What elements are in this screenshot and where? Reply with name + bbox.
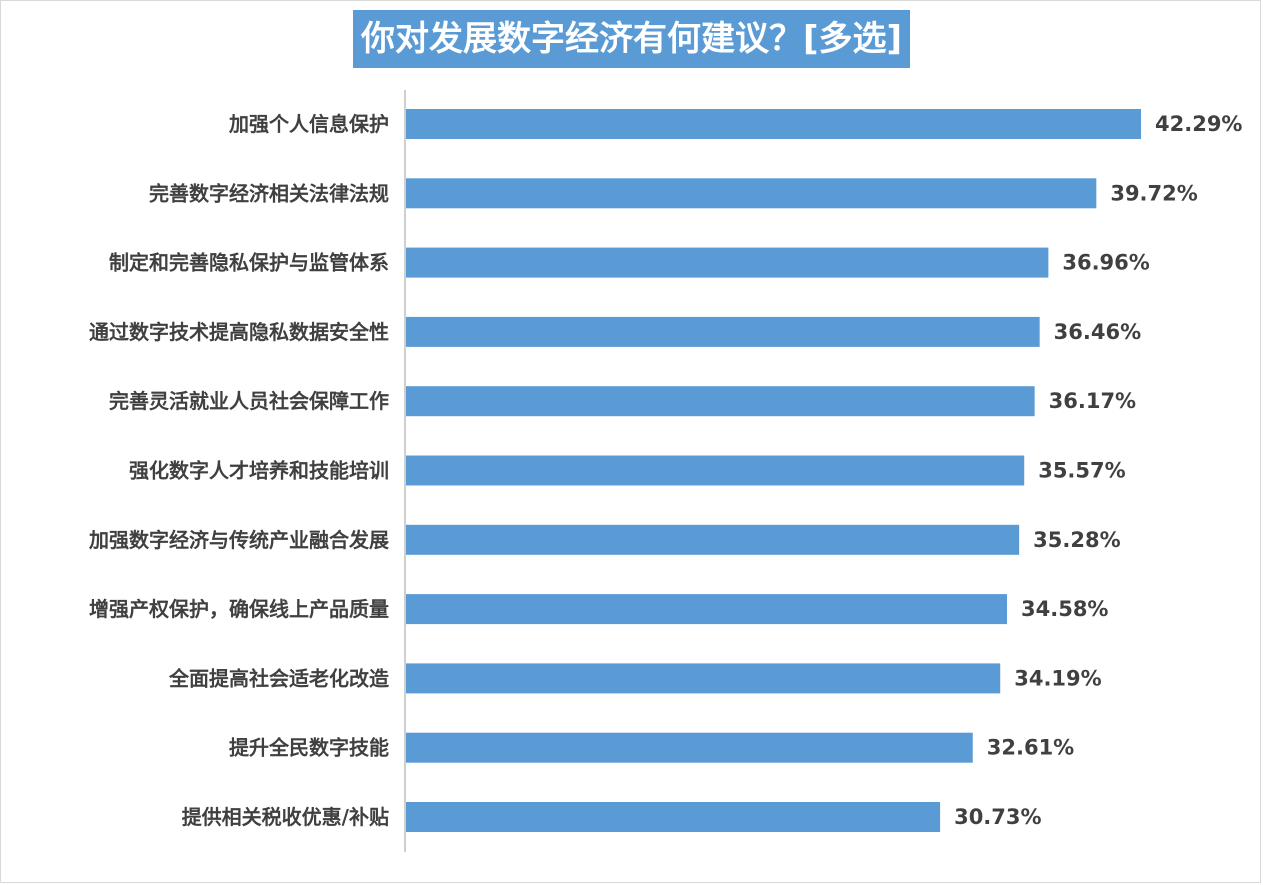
- bar-9: [406, 663, 1001, 694]
- category-label-8: 增强产权保护，确保线上产品质量: [89, 597, 389, 621]
- value-label-10: 32.61%: [987, 736, 1074, 760]
- value-label-4: 36.46%: [1054, 320, 1141, 344]
- category-label-10: 提升全民数字技能: [229, 736, 389, 760]
- value-label-5: 36.17%: [1049, 389, 1136, 413]
- bar-5: [406, 386, 1035, 417]
- category-label-5: 完善灵活就业人员社会保障工作: [109, 389, 389, 413]
- bar-11: [406, 802, 941, 832]
- chart-title: 你对发展数字经济有何建议？[多选]: [352, 10, 911, 68]
- bar-7: [406, 524, 1020, 555]
- bar-2: [406, 178, 1097, 209]
- bar-4: [406, 316, 1040, 347]
- category-label-3: 制定和完善隐私保护与监管体系: [109, 251, 389, 275]
- value-label-11: 30.73%: [954, 805, 1041, 829]
- category-labels-group: 加强个人信息保护完善数字经济相关法律法规制定和完善隐私保护与监管体系通过数字技术…: [88, 112, 390, 829]
- bar-10: [406, 732, 973, 763]
- category-label-1: 加强个人信息保护: [228, 112, 389, 136]
- title-wrap: 你对发展数字经济有何建议？[多选]: [0, 10, 1263, 68]
- value-label-6: 35.57%: [1038, 459, 1125, 483]
- category-label-11: 提供相关税收优惠/补贴: [182, 805, 389, 829]
- value-label-3: 36.96%: [1062, 251, 1149, 275]
- value-label-7: 35.28%: [1033, 528, 1120, 552]
- bar-8: [406, 594, 1008, 625]
- bar-3: [406, 247, 1049, 278]
- bar-6: [406, 455, 1025, 486]
- bars-group: [406, 109, 1141, 832]
- category-label-2: 完善数字经济相关法律法规: [149, 181, 389, 205]
- value-label-2: 39.72%: [1110, 181, 1197, 205]
- category-label-7: 加强数字经济与传统产业融合发展: [88, 528, 389, 552]
- category-label-9: 全面提高社会适老化改造: [168, 666, 390, 690]
- bar-1: [406, 109, 1141, 139]
- value-labels-group: 42.29% 39.72% 36.96% 36.46% 36.17% 35.57% 35.2…: [954, 112, 1242, 829]
- category-label-4: 通过数字技术提高隐私数据安全性: [89, 320, 389, 344]
- value-label-9: 34.19%: [1014, 666, 1101, 690]
- value-label-8: 34.58%: [1021, 597, 1108, 621]
- category-label-6: 强化数字人才培养和技能培训: [129, 459, 389, 483]
- value-label-1: 42.29%: [1155, 112, 1242, 136]
